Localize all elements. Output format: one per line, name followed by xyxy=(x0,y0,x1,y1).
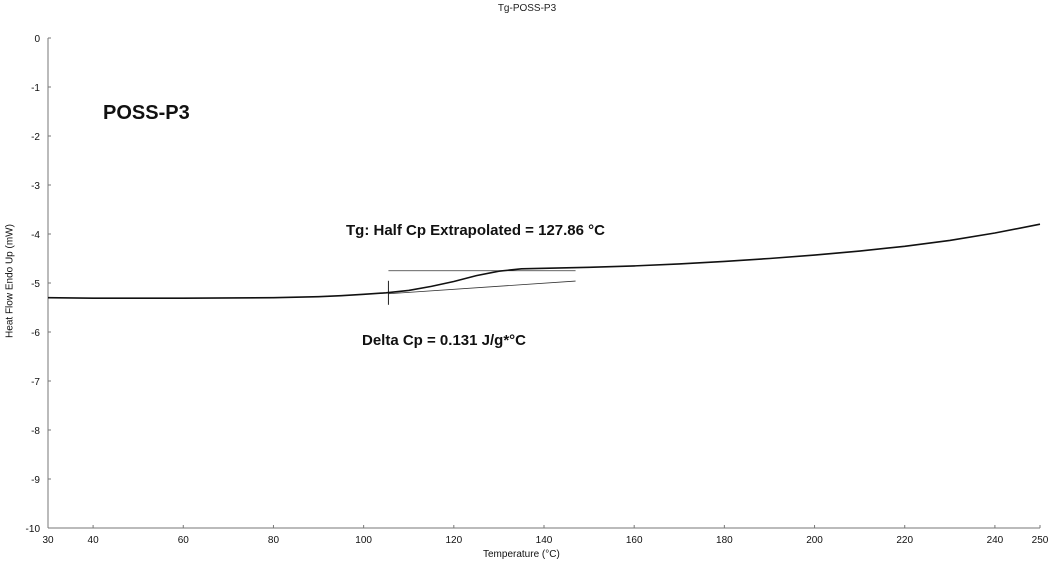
tangent-line xyxy=(388,280,576,295)
y-tick-label: -9 xyxy=(31,475,40,486)
y-tick-label: -5 xyxy=(31,279,40,290)
tg-annotation: Tg: Half Cp Extrapolated = 127.86 °C xyxy=(346,222,605,239)
y-tick-label: -1 xyxy=(31,83,40,94)
y-tick-label: -8 xyxy=(31,426,40,437)
y-tick-label: -7 xyxy=(31,377,40,388)
delta-cp-annotation: Delta Cp = 0.131 J/g*°C xyxy=(362,332,526,349)
x-tick-label: 40 xyxy=(88,535,100,546)
x-tick-label: 200 xyxy=(806,535,823,546)
x-tick-label: 60 xyxy=(178,535,190,546)
sample-label: POSS-P3 xyxy=(103,102,190,124)
x-tick-label: 250 xyxy=(1032,535,1049,546)
y-tick-label: -10 xyxy=(26,524,41,535)
x-tick-label: 120 xyxy=(445,535,462,546)
x-tick-label: 80 xyxy=(268,535,280,546)
y-tick-label: -4 xyxy=(31,230,40,241)
x-tick-label: 240 xyxy=(987,535,1004,546)
x-axis-label: Temperature (°C) xyxy=(483,549,560,560)
x-tick-label: 100 xyxy=(355,535,372,546)
y-tick-label: -6 xyxy=(31,328,40,339)
y-tick-label: 0 xyxy=(34,34,40,45)
x-tick-label: 220 xyxy=(896,535,913,546)
x-tick-label: 30 xyxy=(42,535,54,546)
x-tick-label: 160 xyxy=(626,535,643,546)
heat-flow-series-line xyxy=(47,223,1041,299)
y-tick-label: -2 xyxy=(31,132,40,143)
x-tick-label: 180 xyxy=(716,535,733,546)
y-tick-label: -3 xyxy=(31,181,40,192)
x-tick-label: 140 xyxy=(536,535,553,546)
chart-title: Tg-POSS-P3 xyxy=(497,3,557,14)
